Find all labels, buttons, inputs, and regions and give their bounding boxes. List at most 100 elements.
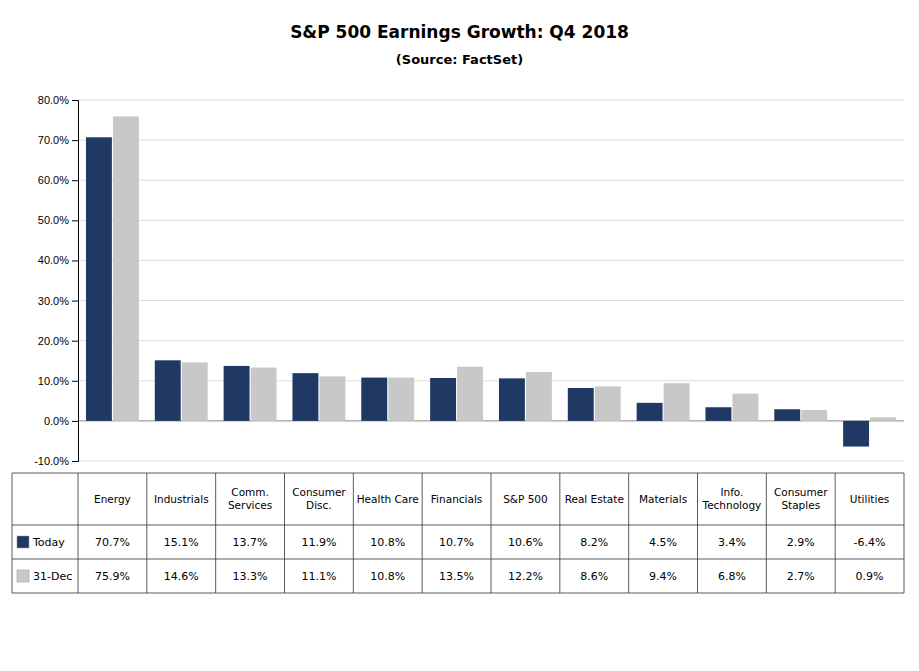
category-label: ConsumerStaples [774,486,828,511]
bar [182,362,208,421]
category-label-line: Financials [431,493,482,505]
grid-line [78,461,904,462]
y-tick-mark [72,381,78,382]
grid-line [78,140,904,141]
bar [595,386,621,420]
category-label: Comm.Services [228,486,272,511]
category-label-line: Utilities [850,493,890,505]
data-label: 0.9% [856,570,884,583]
table-line [146,473,147,593]
data-label: 10.7% [439,536,474,549]
bar [801,410,827,421]
category-label-line: S&P 500 [503,493,548,505]
table-line [215,473,216,593]
y-tick: 0.0% [44,415,78,427]
legend-entry: 31-Dec [33,570,72,583]
data-label: 8.2% [580,536,608,549]
data-label: 6.8% [718,570,746,583]
grid-line [78,220,904,221]
bar [664,383,690,421]
category-label-line: Comm. [231,486,269,498]
category-label: Financials [431,493,482,505]
y-axis: -10.0%0.0%10.0%20.0%30.0%40.0%50.0%60.0%… [34,94,78,467]
table-line [904,473,905,593]
chart: S&P 500 Earnings Growth: Q4 2018(Source:… [0,0,919,671]
y-tick-label: 10.0% [38,375,69,387]
category-label-line: Real Estate [565,493,624,505]
data-label: 10.6% [508,536,543,549]
table-line [422,473,423,593]
bar [526,372,552,421]
data-label: 2.9% [787,536,815,549]
category-label: Materials [639,493,687,505]
bar [568,388,594,421]
table-line [12,473,904,474]
y-tick: 30.0% [38,295,78,307]
y-tick-mark [72,421,78,422]
data-label: 70.7% [95,536,130,549]
table-line [491,473,492,593]
category-label-line: Consumer [292,486,346,498]
category-label-line: Staples [781,499,820,511]
y-tick-mark [72,180,78,181]
title: S&P 500 Earnings Growth: Q4 2018 [290,22,629,42]
y-tick: -10.0% [34,455,78,467]
bar [86,137,112,421]
y-tick-label: 70.0% [38,134,69,146]
y-tick: 80.0% [38,94,78,106]
y-tick-label: 60.0% [38,174,69,186]
category-label-line: Disc. [306,499,332,511]
data-label: 11.9% [301,536,336,549]
grid [78,100,904,461]
data-label: 13.5% [439,570,474,583]
category-label: Energy [94,493,131,505]
bar [319,376,345,421]
y-tick-mark [72,140,78,141]
data-label: 14.6% [164,570,199,583]
table-line [353,473,354,593]
data-label: -6.4% [854,536,886,549]
grid-line [78,300,904,301]
data-label: 9.4% [649,570,677,583]
y-tick-mark [72,100,78,101]
bar [870,417,896,421]
y-tick-label: 0.0% [44,415,69,427]
table-line [12,525,904,526]
bar [637,403,663,421]
y-tick-mark [72,341,78,342]
data-label: 10.8% [370,570,405,583]
category-label-line: Industrials [154,493,209,505]
table: EnergyIndustrialsComm.ServicesConsumerDi… [12,473,904,593]
y-tick: 10.0% [38,375,78,387]
y-tick-label: 80.0% [38,94,69,106]
table-line [697,473,698,593]
category-label: ConsumerDisc. [292,486,346,511]
bar [251,368,277,421]
bar [499,378,525,421]
legend-swatch [17,536,29,548]
category-label-line: Consumer [774,486,828,498]
y-tick: 20.0% [38,335,78,347]
bar [155,360,181,421]
bar [843,421,869,447]
data-label: 3.4% [718,536,746,549]
y-tick-label: -10.0% [34,455,69,467]
category-label-line: Info. [720,486,743,498]
y-tick: 40.0% [38,254,78,266]
bar [774,409,800,421]
y-tick-mark [72,220,78,221]
table-line [12,559,904,560]
data-label: 13.3% [233,570,268,583]
bars [86,116,896,446]
bar [113,116,139,420]
y-tick-mark [72,260,78,261]
y-tick-label: 20.0% [38,335,69,347]
bar [430,378,456,421]
category-label: Industrials [154,493,209,505]
legend-swatch [17,570,29,582]
legend-entry: Today [32,536,65,549]
table-line [12,593,904,594]
grid-line [78,100,904,101]
y-tick: 60.0% [38,174,78,186]
y-tick-label: 40.0% [38,254,69,266]
